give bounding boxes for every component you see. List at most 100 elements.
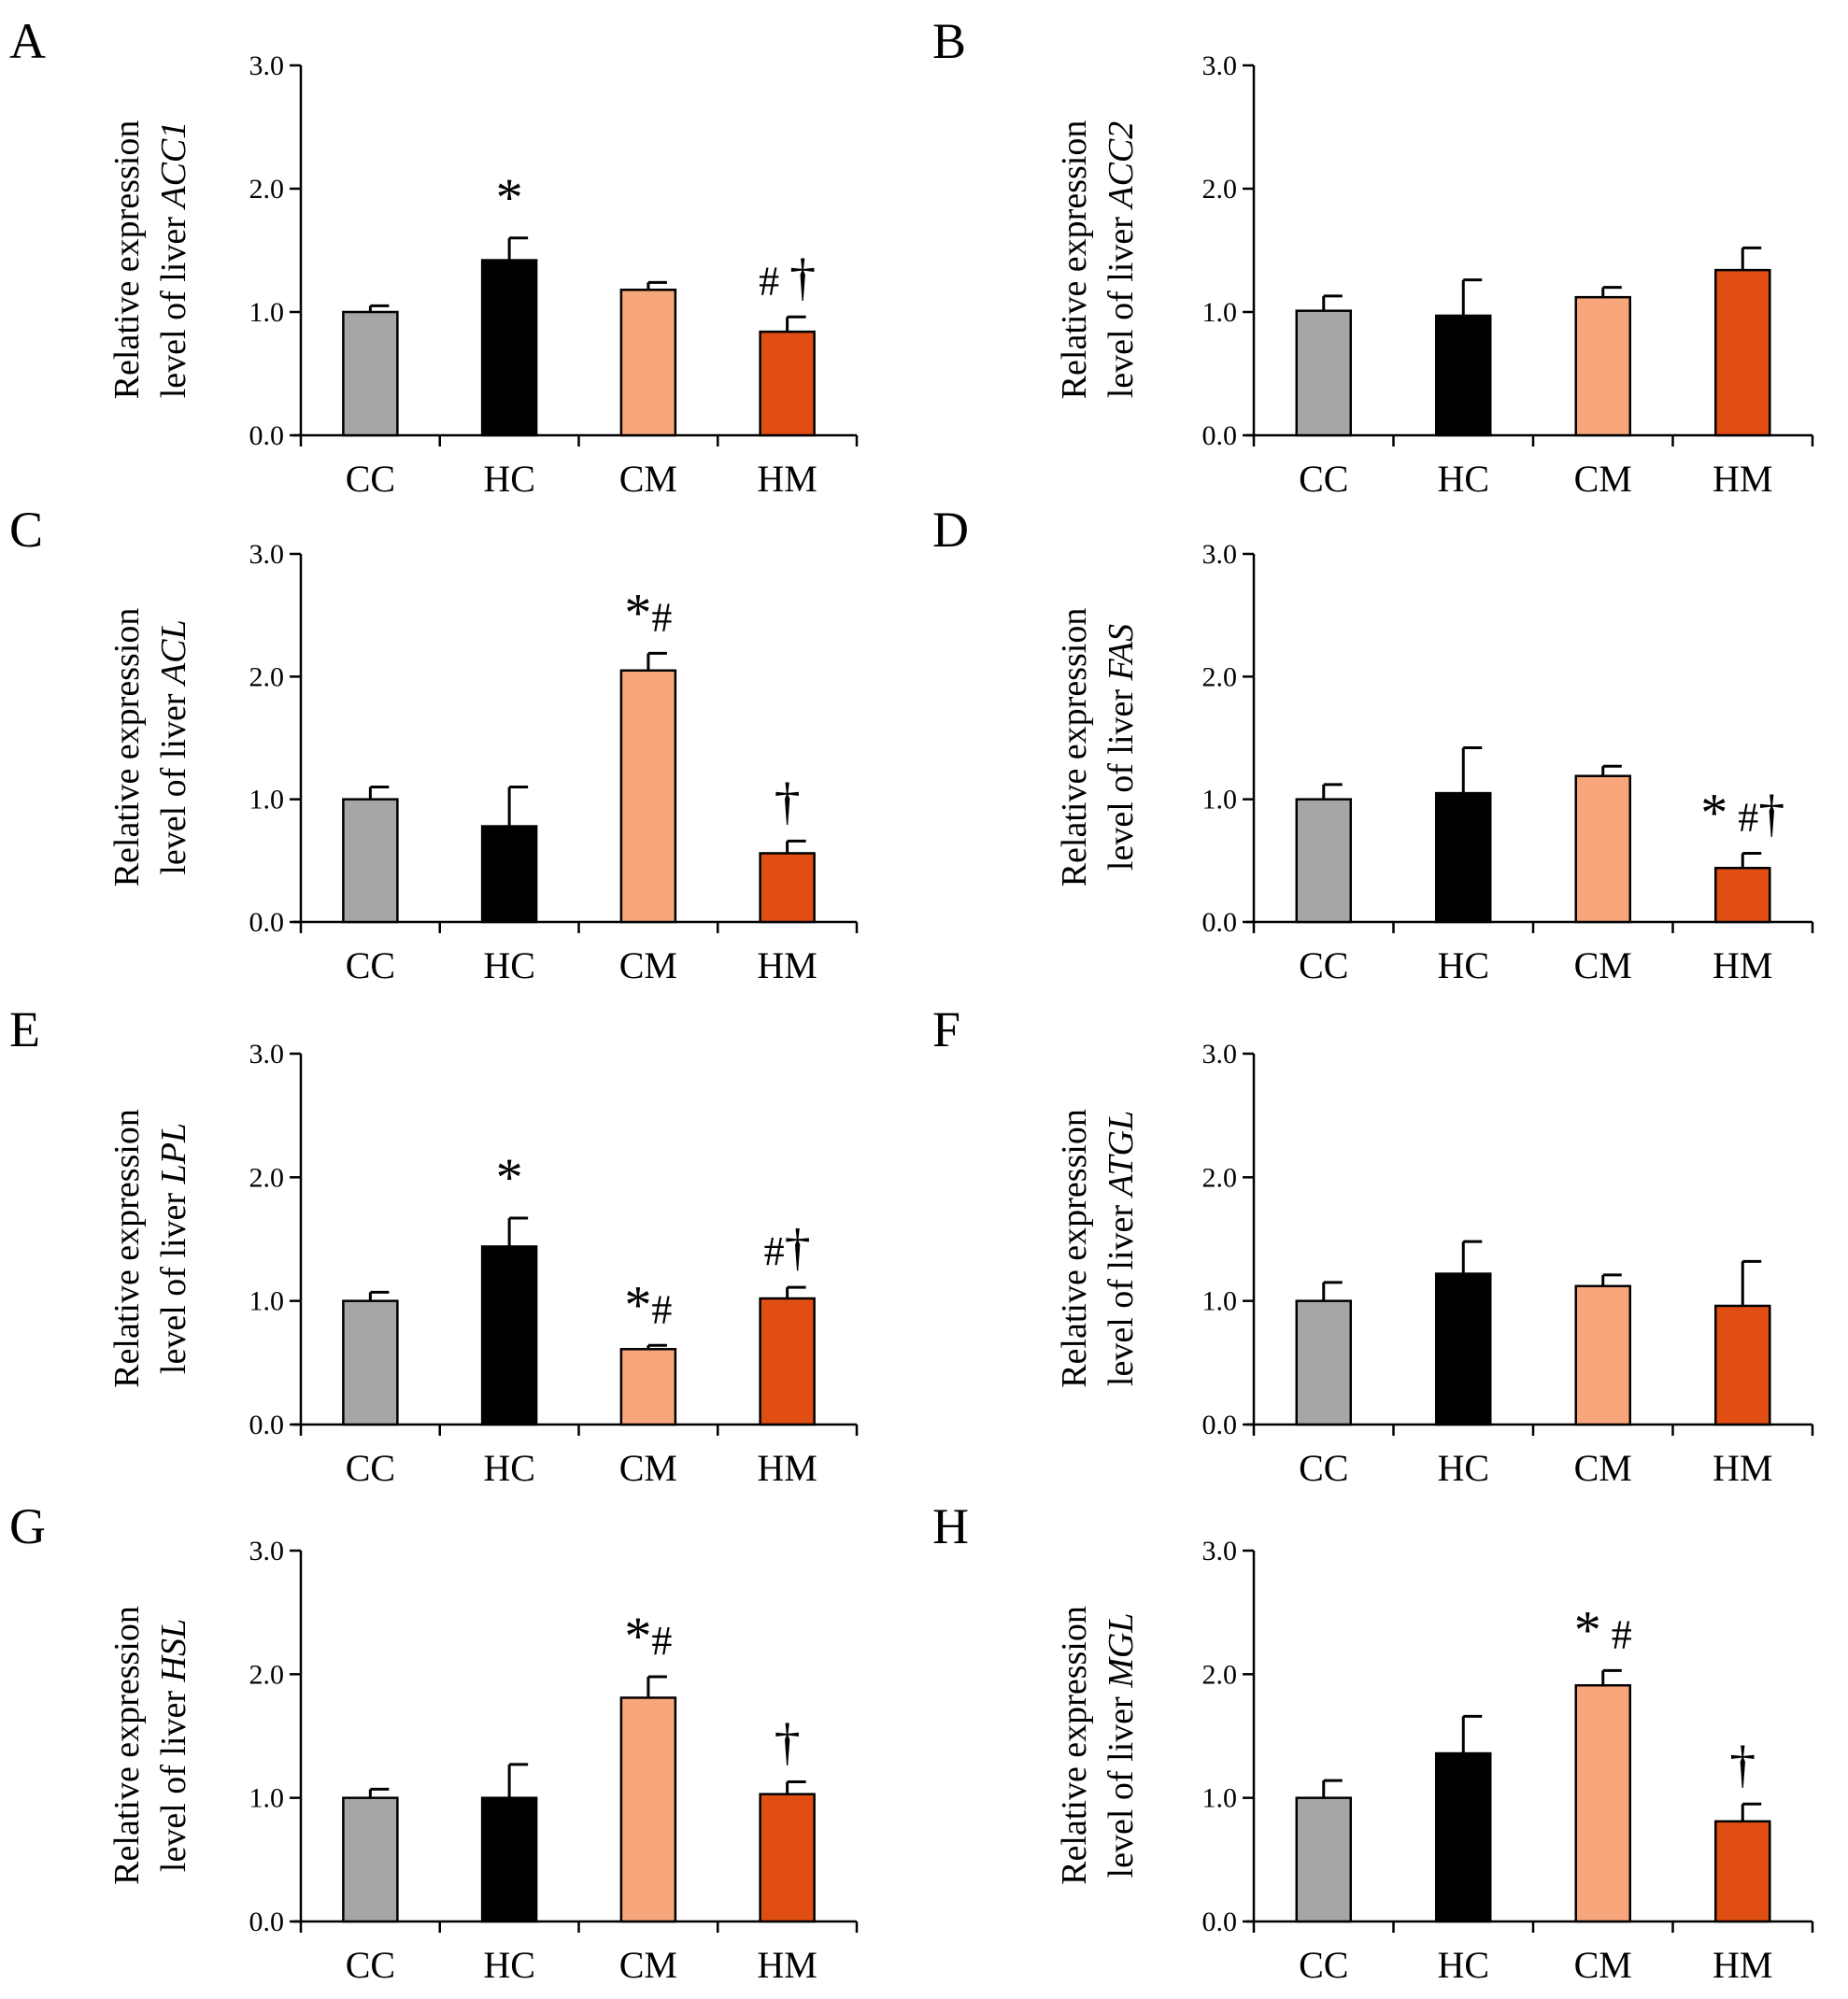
category-label-g-hc: HC — [483, 1944, 535, 1986]
significance-mark-c-hm: † — [775, 773, 801, 830]
bar-d-cc — [1295, 798, 1352, 924]
y-tick-label-f: 1.0 — [1202, 1286, 1238, 1317]
bar-c-cc — [342, 798, 399, 924]
bar-c-hc — [480, 825, 538, 924]
bar-a-cc — [342, 310, 399, 437]
panel-letter-h: H — [932, 1498, 969, 1554]
panel-a: A 0.0 1.0 2.0 3.0 CC HC * CM HM # † Relative expres… — [9, 13, 859, 500]
significance-mark-h-hm: † — [1729, 1736, 1756, 1793]
bar-h-hc — [1435, 1751, 1492, 1923]
y-tick-label-e: 2.0 — [249, 1162, 285, 1193]
y-tick-label-d: 3.0 — [1202, 539, 1238, 570]
y-tick-label-b: 1.0 — [1202, 297, 1238, 328]
bar-b-cc — [1295, 309, 1352, 437]
category-label-d-hc: HC — [1437, 944, 1489, 986]
y-tick-label-h: 1.0 — [1202, 1783, 1238, 1814]
bar-g-hc — [480, 1796, 538, 1923]
y-tick-label-a: 1.0 — [249, 297, 285, 328]
category-label-d-cc: CC — [1299, 944, 1348, 986]
category-label-g-hm: HM — [757, 1944, 817, 1986]
y-tick-label-e: 1.0 — [249, 1286, 285, 1317]
panel-h: H 0.0 1.0 2.0 3.0 CC HC CM * # HM † Relative expres… — [932, 1498, 1814, 1986]
bar-a-hc — [480, 259, 538, 437]
y-tick-label-d: 1.0 — [1202, 785, 1238, 815]
y-axis-label-e: Relative expression level of liver LPL — [107, 1109, 193, 1388]
category-label-c-hc: HC — [483, 944, 535, 986]
bar-a-cm — [619, 288, 677, 437]
y-tick-label-h: 3.0 — [1202, 1536, 1238, 1567]
category-label-f-cc: CC — [1299, 1447, 1348, 1489]
bar-d-cm — [1574, 774, 1631, 924]
category-label-f-hc: HC — [1437, 1447, 1489, 1489]
category-label-b-cm: CM — [1574, 458, 1632, 500]
category-label-e-cm: CM — [619, 1447, 677, 1489]
y-tick-label-c: 1.0 — [249, 785, 285, 815]
bar-c-cm — [619, 669, 677, 924]
category-label-h-hm: HM — [1713, 1944, 1772, 1986]
panel-f: F 0.0 1.0 2.0 3.0 CC HC CM HM Relative expression… — [932, 1001, 1814, 1489]
category-label-a-hc: HC — [483, 458, 535, 500]
bar-h-cc — [1295, 1796, 1352, 1923]
bar-e-hm — [759, 1297, 816, 1426]
bar-f-hm — [1714, 1304, 1771, 1426]
bar-b-hm — [1714, 268, 1771, 437]
y-tick-label-e: 3.0 — [249, 1039, 285, 1070]
bar-d-hm — [1714, 866, 1771, 924]
panel-letter-g: G — [9, 1498, 46, 1554]
bar-h-cm — [1574, 1683, 1631, 1923]
significance-mark-e-cm: *# — [624, 1274, 672, 1335]
bar-a-hm — [759, 330, 816, 437]
category-label-d-hm: HM — [1713, 944, 1772, 986]
y-tick-label-b: 0.0 — [1202, 420, 1238, 451]
bar-b-hc — [1435, 314, 1492, 437]
category-label-g-cm: CM — [619, 1944, 677, 1986]
bar-h-hm — [1714, 1820, 1771, 1923]
y-tick-label-c: 3.0 — [249, 539, 285, 570]
category-label-h-cm: CM — [1574, 1944, 1632, 1986]
bar-c-hm — [759, 852, 816, 924]
category-label-b-cc: CC — [1299, 458, 1348, 500]
significance-mark-g-hm: † — [775, 1713, 801, 1771]
y-axis-label-d: Relative expression level of liver FAS — [1055, 608, 1141, 887]
panel-letter-b: B — [932, 13, 966, 69]
y-tick-label-a: 0.0 — [249, 420, 285, 451]
y-tick-label-d: 0.0 — [1202, 907, 1238, 938]
y-tick-label-h: 2.0 — [1202, 1659, 1238, 1690]
panel-letter-f: F — [932, 1001, 960, 1057]
panel-d: D 0.0 1.0 2.0 3.0 CC HC CM HM * #† Relative expres… — [932, 502, 1814, 986]
y-tick-label-g: 0.0 — [249, 1907, 285, 1937]
bar-b-cm — [1574, 295, 1631, 437]
y-tick-label-c: 0.0 — [249, 907, 285, 938]
category-label-h-hc: HC — [1437, 1944, 1489, 1986]
category-label-e-hm: HM — [757, 1447, 817, 1489]
y-tick-label-h: 0.0 — [1202, 1907, 1238, 1937]
bar-g-hm — [759, 1793, 816, 1923]
panel-g: G 0.0 1.0 2.0 3.0 CC HC CM *# HM † Relative express… — [9, 1498, 859, 1986]
y-tick-label-g: 1.0 — [249, 1783, 285, 1814]
significance-mark-h-cm: * # — [1574, 1599, 1632, 1660]
y-tick-label-f: 0.0 — [1202, 1410, 1238, 1440]
category-label-h-cc: CC — [1299, 1944, 1348, 1986]
y-axis-label-c: Relative expression level of liver ACL — [107, 608, 193, 887]
bar-g-cc — [342, 1796, 399, 1923]
panel-letter-d: D — [932, 502, 969, 558]
significance-mark-a-hm: # † — [759, 248, 816, 306]
y-tick-label-f: 3.0 — [1202, 1039, 1238, 1070]
y-axis-label-h: Relative expression level of liver MGL — [1055, 1606, 1141, 1885]
y-tick-label-b: 3.0 — [1202, 50, 1238, 81]
bar-f-cm — [1574, 1284, 1631, 1426]
category-label-a-cm: CM — [619, 458, 677, 500]
bar-e-hc — [480, 1245, 538, 1426]
category-label-a-cc: CC — [346, 458, 395, 500]
panel-b: B 0.0 1.0 2.0 3.0 CC HC CM HM Relative expression… — [932, 13, 1814, 500]
bar-f-cc — [1295, 1299, 1352, 1426]
y-tick-label-f: 2.0 — [1202, 1162, 1238, 1193]
y-tick-label-g: 3.0 — [249, 1536, 285, 1567]
significance-mark-g-cm: *# — [624, 1606, 672, 1666]
category-label-c-cm: CM — [619, 944, 677, 986]
y-tick-label-e: 0.0 — [249, 1410, 285, 1440]
y-tick-label-g: 2.0 — [249, 1659, 285, 1690]
category-label-e-hc: HC — [483, 1447, 535, 1489]
category-label-c-hm: HM — [757, 944, 817, 986]
